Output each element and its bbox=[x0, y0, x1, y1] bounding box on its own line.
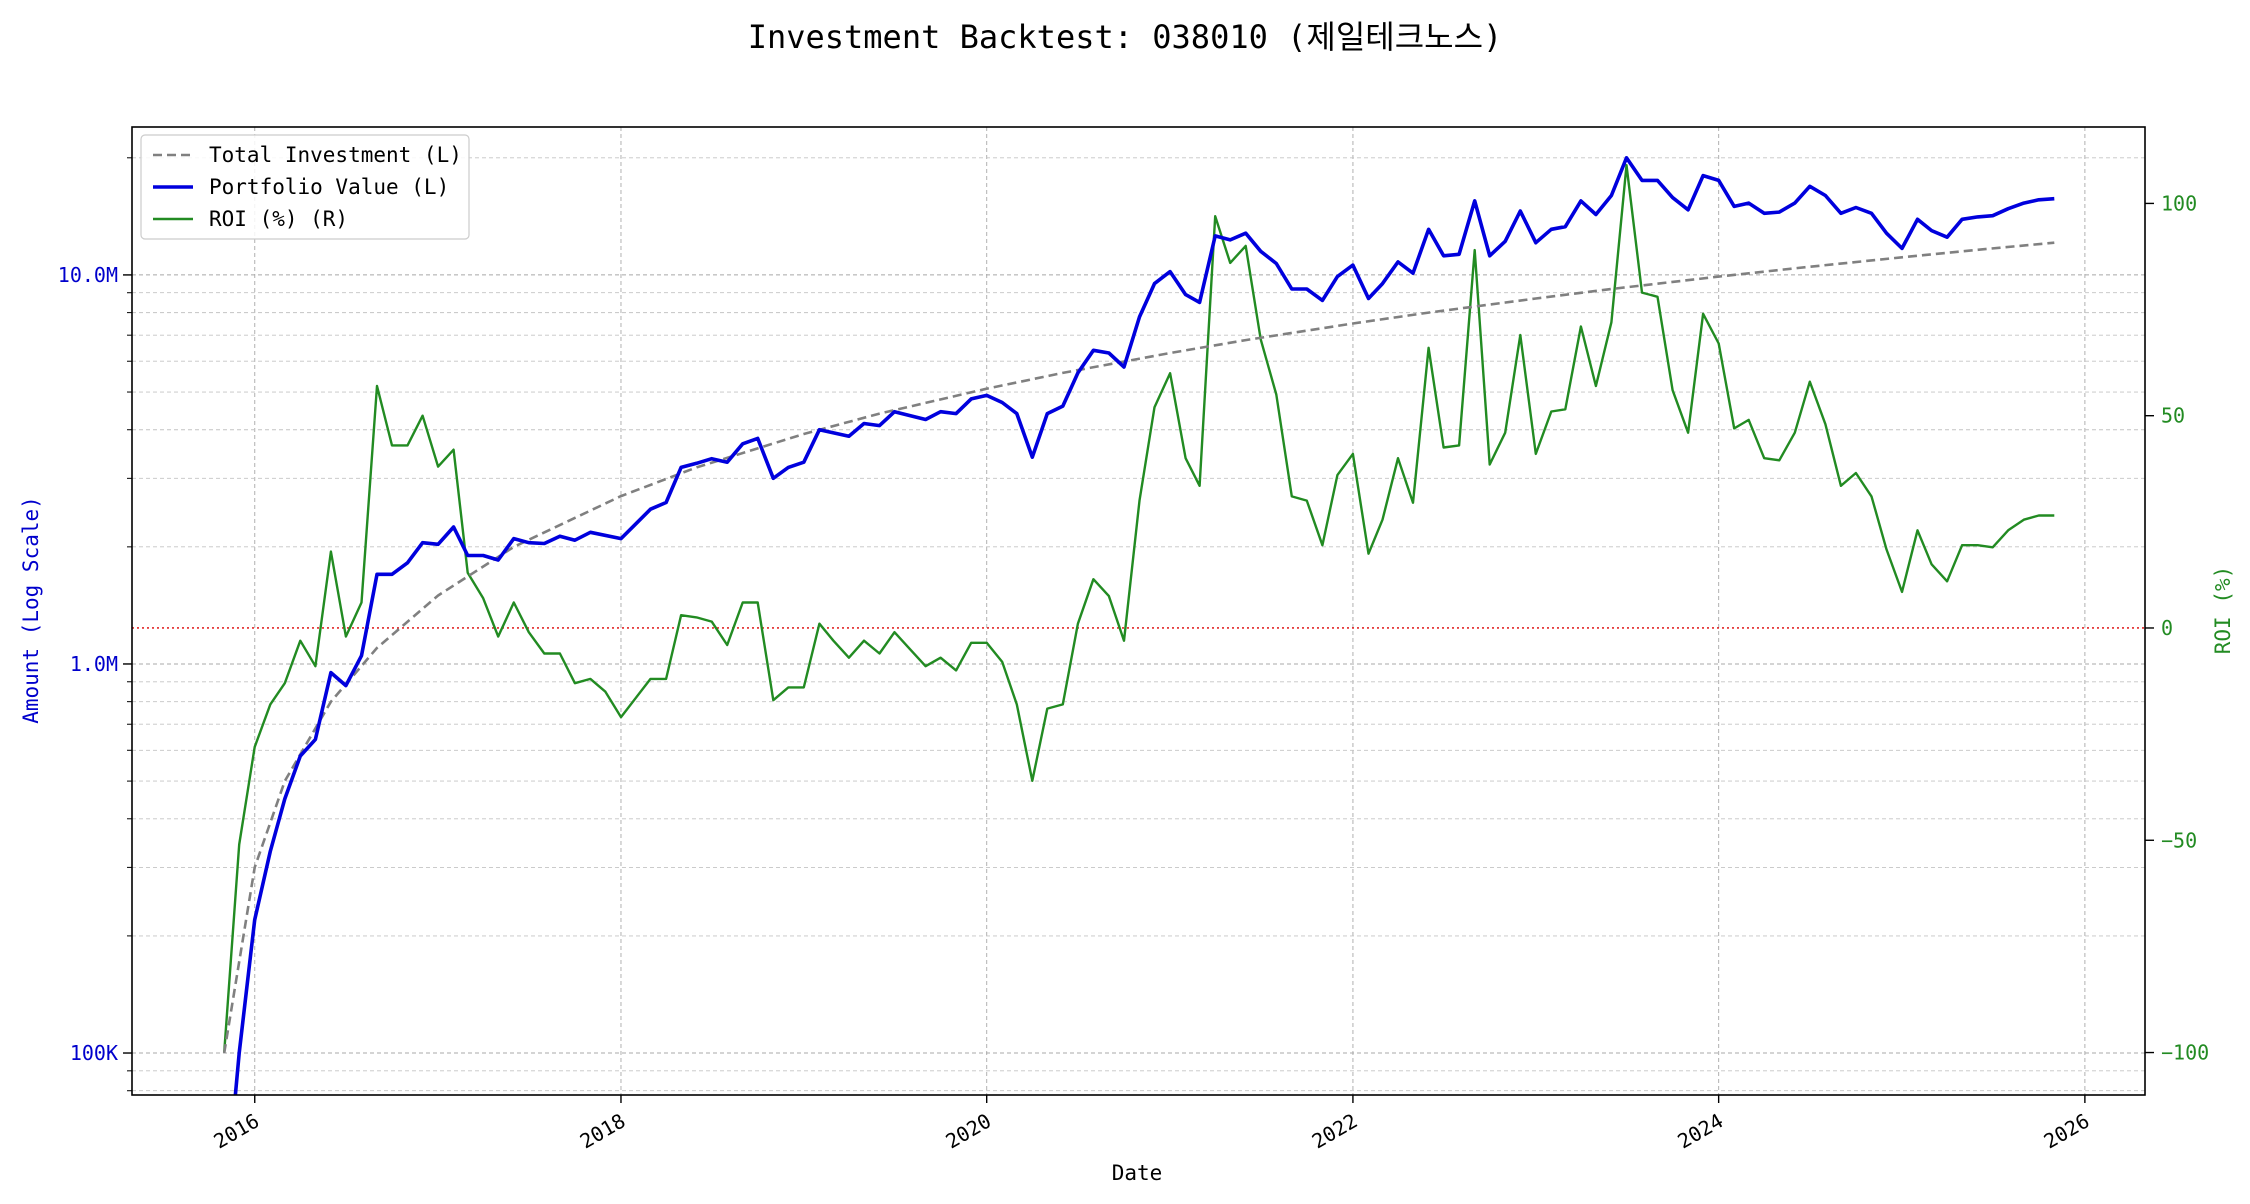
y-left-tick-label: 100K bbox=[70, 1041, 118, 1065]
y-left-axis-label: Amount (Log Scale) bbox=[19, 496, 43, 724]
y-right-tick-label: 50 bbox=[2161, 404, 2185, 428]
y-right-axis-label: ROI (%) bbox=[2211, 566, 2235, 655]
series-line-roi-r bbox=[223, 163, 2055, 1053]
legend-label-roi-r: ROI (%) (R) bbox=[209, 207, 348, 231]
plot-frame bbox=[131, 126, 2146, 1096]
legend-label-portfolio-value-l: Portfolio Value (L) bbox=[209, 175, 449, 199]
series-line-total-investment-l bbox=[222, 241, 2055, 1054]
y-right-tick-label: −50 bbox=[2161, 828, 2197, 852]
legend-label-total-investment-l: Total Investment (L) bbox=[209, 143, 462, 167]
chart-title: Investment Backtest: 038010 (제일테크노스) bbox=[748, 18, 1503, 56]
series-layer bbox=[222, 156, 2055, 1095]
y-right-tick-label: −100 bbox=[2161, 1041, 2209, 1065]
y-right-tick-label: 0 bbox=[2161, 616, 2173, 640]
legend-box bbox=[140, 134, 470, 240]
legend: Total Investment (L) Portfolio Value (L) R… bbox=[140, 134, 470, 240]
y-left-tick-label: 10.0M bbox=[58, 263, 118, 287]
grid bbox=[132, 127, 2145, 1095]
y-right-tick-label: 100 bbox=[2161, 191, 2197, 215]
x-axis-label: Date bbox=[1112, 1161, 1163, 1185]
series-line-portfolio-value-l bbox=[233, 156, 2055, 1095]
y-left-tick-label: 1.0M bbox=[70, 652, 118, 676]
